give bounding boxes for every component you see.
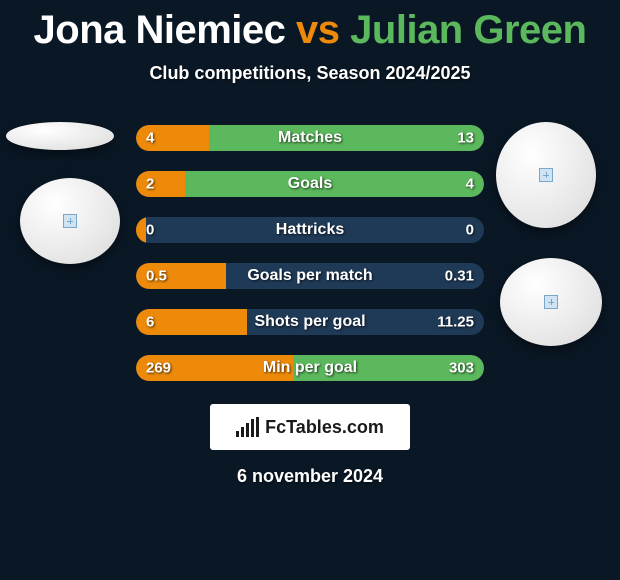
stat-label: Min per goal [263, 359, 357, 377]
logo-box: FcTables.com [210, 404, 410, 450]
stat-value-left: 4 [146, 130, 154, 147]
player-left-name: Jona Niemiec [34, 8, 286, 52]
stat-row: 4 Matches 13 [135, 124, 485, 152]
bar-left [136, 217, 146, 243]
placeholder-icon [539, 168, 553, 182]
stat-label: Hattricks [276, 221, 344, 239]
stat-value-right: 13 [457, 130, 474, 147]
bar-right [209, 125, 484, 151]
logo-bars-icon [236, 417, 259, 437]
date-label: 6 november 2024 [0, 466, 620, 487]
stat-row: 2 Goals 4 [135, 170, 485, 198]
player-right-name: Julian Green [350, 8, 586, 52]
stat-label: Goals [288, 175, 332, 193]
bar-right [185, 171, 484, 197]
stat-label: Matches [278, 129, 342, 147]
placeholder-icon [63, 214, 77, 228]
bar-left [136, 171, 185, 197]
stat-value-left: 0.5 [146, 268, 167, 285]
stat-row: 6 Shots per goal 11.25 [135, 308, 485, 336]
page-title: Jona Niemiec vs Julian Green [0, 0, 620, 53]
decorative-circle [500, 258, 602, 346]
decorative-circle [496, 122, 596, 228]
stats-container: 4 Matches 13 2 Goals 4 0 Hattricks 0 0.5 Goals per… [135, 124, 485, 382]
subtitle: Club competitions, Season 2024/2025 [0, 63, 620, 84]
stat-row: 0.5 Goals per match 0.31 [135, 262, 485, 290]
stat-value-left: 2 [146, 176, 154, 193]
stat-value-left: 6 [146, 314, 154, 331]
stat-label: Goals per match [247, 267, 372, 285]
stat-value-right: 11.25 [437, 314, 474, 331]
stat-row: 269 Min per goal 303 [135, 354, 485, 382]
stat-row: 0 Hattricks 0 [135, 216, 485, 244]
stat-value-left: 269 [146, 360, 171, 377]
stat-value-right: 0 [466, 222, 474, 239]
stat-value-right: 0.31 [445, 268, 474, 285]
stat-value-left: 0 [146, 222, 154, 239]
logo-text: FcTables.com [265, 417, 384, 438]
stat-value-right: 303 [449, 360, 474, 377]
decorative-ellipse [6, 122, 114, 150]
title-vs: vs [296, 8, 340, 52]
stat-value-right: 4 [466, 176, 474, 193]
stat-label: Shots per goal [254, 313, 365, 331]
decorative-circle [20, 178, 120, 264]
placeholder-icon [544, 295, 558, 309]
